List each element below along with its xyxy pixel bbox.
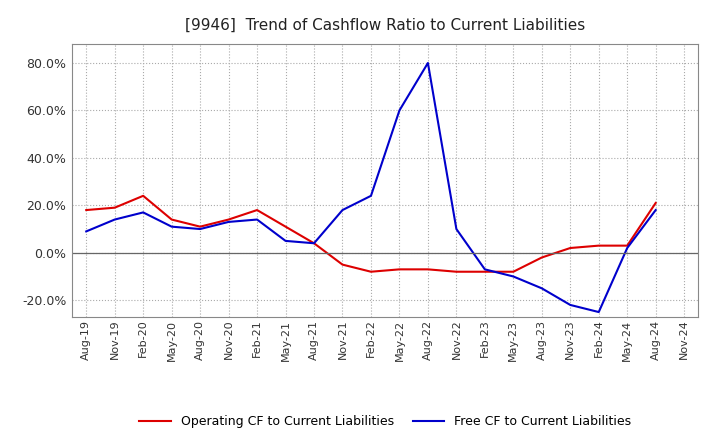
Operating CF to Current Liabilities xyxy=(480,269,489,275)
Free CF to Current Liabilities xyxy=(423,60,432,66)
Free CF to Current Liabilities xyxy=(480,267,489,272)
Free CF to Current Liabilities xyxy=(82,229,91,234)
Operating CF to Current Liabilities xyxy=(196,224,204,229)
Free CF to Current Liabilities xyxy=(310,241,318,246)
Operating CF to Current Liabilities xyxy=(82,207,91,213)
Free CF to Current Liabilities xyxy=(395,108,404,113)
Line: Operating CF to Current Liabilities: Operating CF to Current Liabilities xyxy=(86,196,656,272)
Operating CF to Current Liabilities xyxy=(537,255,546,260)
Operating CF to Current Liabilities xyxy=(566,246,575,251)
Legend: Operating CF to Current Liabilities, Free CF to Current Liabilities: Operating CF to Current Liabilities, Fre… xyxy=(135,411,636,433)
Line: Free CF to Current Liabilities: Free CF to Current Liabilities xyxy=(86,63,656,312)
Operating CF to Current Liabilities xyxy=(595,243,603,248)
Operating CF to Current Liabilities xyxy=(395,267,404,272)
Free CF to Current Liabilities xyxy=(167,224,176,229)
Operating CF to Current Liabilities xyxy=(139,193,148,198)
Free CF to Current Liabilities xyxy=(225,219,233,224)
Operating CF to Current Liabilities xyxy=(423,267,432,272)
Free CF to Current Liabilities xyxy=(623,246,631,251)
Operating CF to Current Liabilities xyxy=(366,269,375,275)
Free CF to Current Liabilities xyxy=(110,217,119,222)
Operating CF to Current Liabilities xyxy=(652,200,660,205)
Operating CF to Current Liabilities xyxy=(310,241,318,246)
Free CF to Current Liabilities xyxy=(253,217,261,222)
Free CF to Current Liabilities xyxy=(338,207,347,213)
Operating CF to Current Liabilities xyxy=(623,243,631,248)
Free CF to Current Liabilities xyxy=(509,274,518,279)
Operating CF to Current Liabilities xyxy=(253,207,261,213)
Operating CF to Current Liabilities xyxy=(452,269,461,275)
Free CF to Current Liabilities xyxy=(652,207,660,213)
Title: [9946]  Trend of Cashflow Ratio to Current Liabilities: [9946] Trend of Cashflow Ratio to Curren… xyxy=(185,18,585,33)
Free CF to Current Liabilities xyxy=(595,309,603,315)
Free CF to Current Liabilities xyxy=(566,302,575,308)
Free CF to Current Liabilities xyxy=(196,227,204,232)
Free CF to Current Liabilities xyxy=(366,193,375,198)
Free CF to Current Liabilities xyxy=(537,286,546,291)
Operating CF to Current Liabilities xyxy=(338,262,347,267)
Operating CF to Current Liabilities xyxy=(167,217,176,222)
Operating CF to Current Liabilities xyxy=(282,224,290,229)
Operating CF to Current Liabilities xyxy=(509,269,518,275)
Free CF to Current Liabilities xyxy=(139,210,148,215)
Operating CF to Current Liabilities xyxy=(110,205,119,210)
Free CF to Current Liabilities xyxy=(282,238,290,243)
Operating CF to Current Liabilities xyxy=(225,217,233,222)
Free CF to Current Liabilities xyxy=(452,227,461,232)
